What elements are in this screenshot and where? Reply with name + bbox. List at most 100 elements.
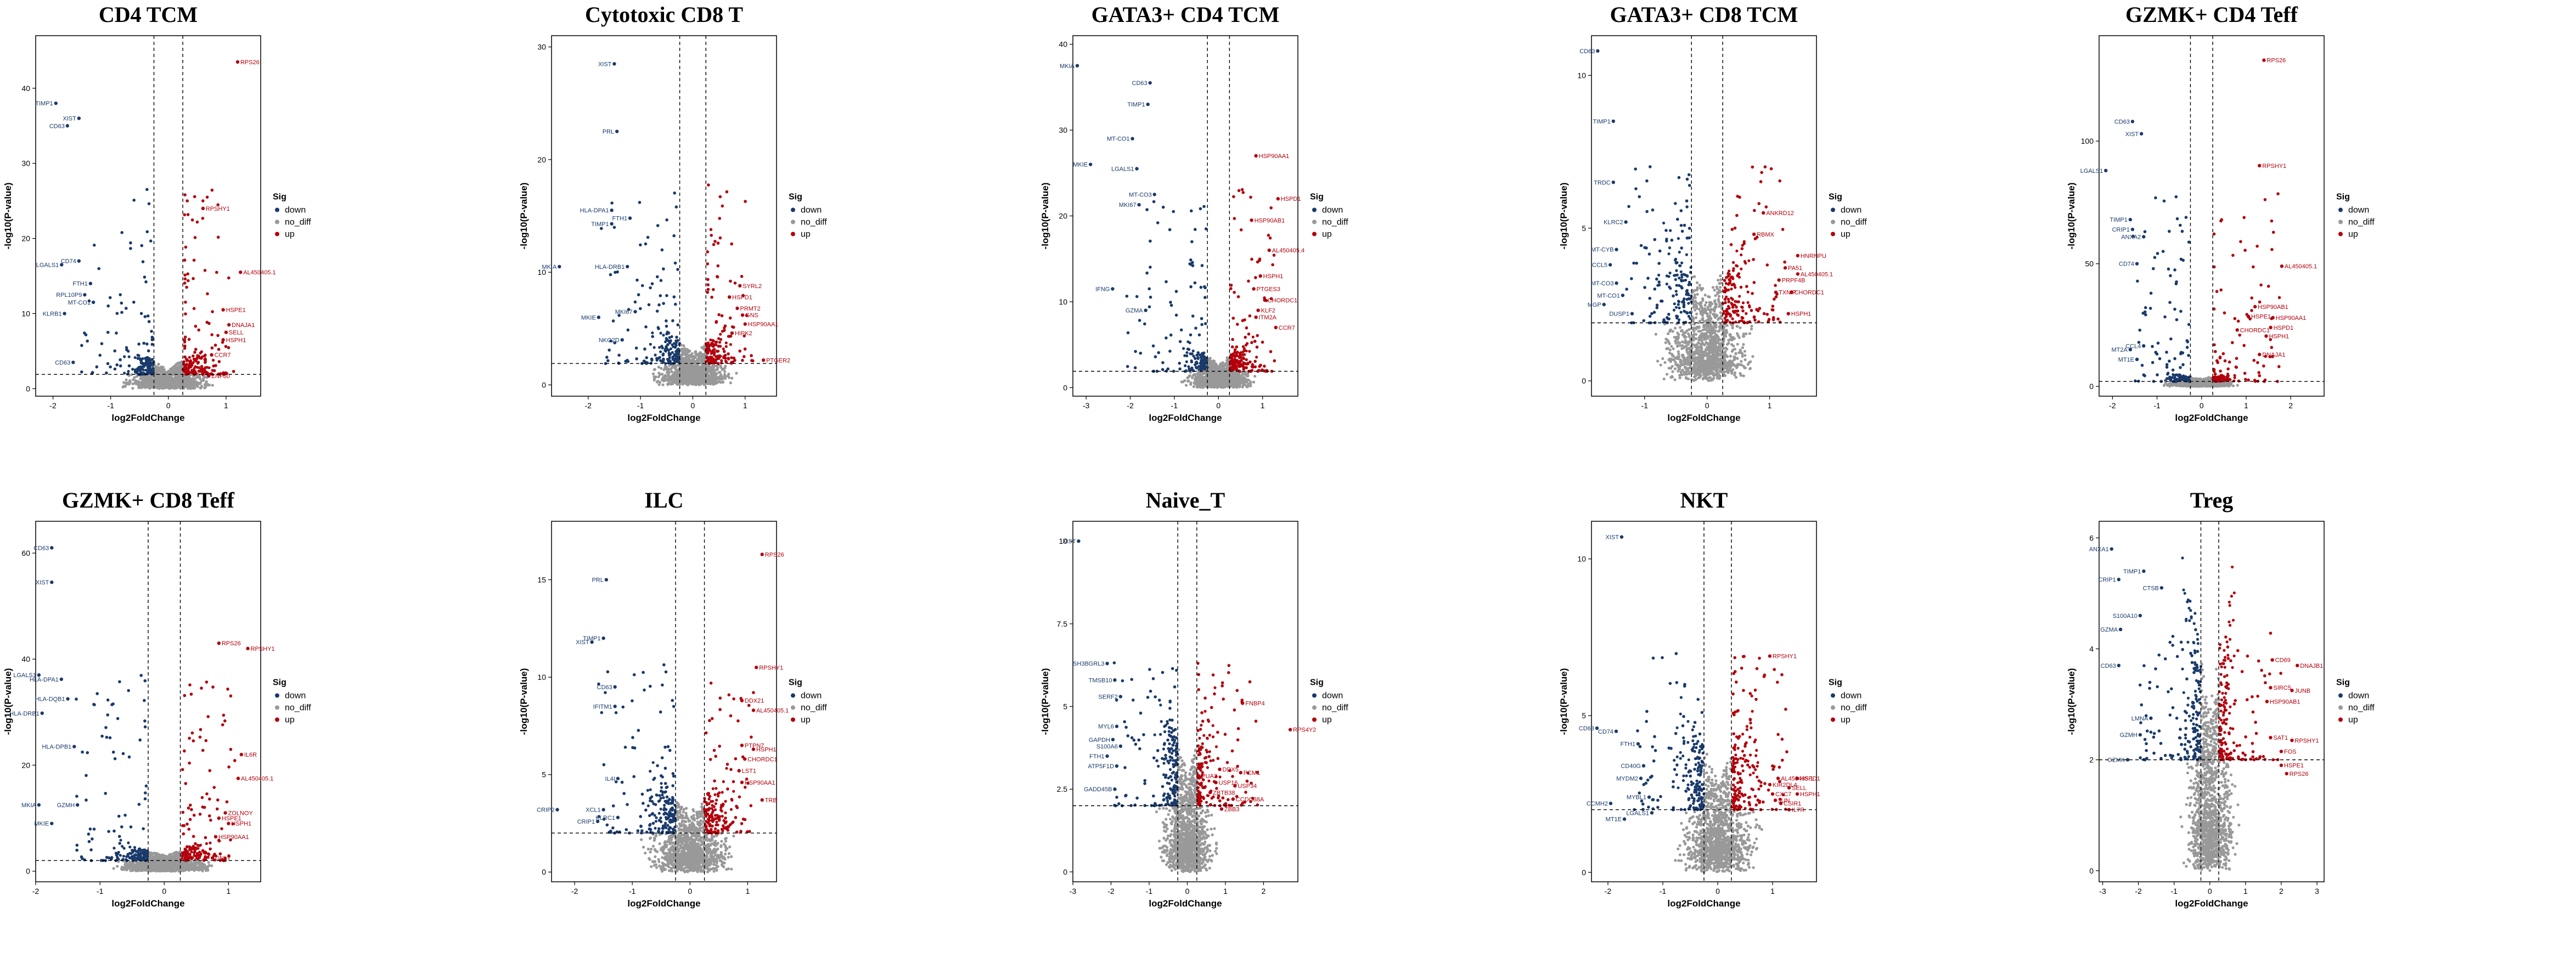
gene-point xyxy=(115,363,119,367)
gene-point xyxy=(145,342,149,346)
labeled-gene-point xyxy=(210,353,213,357)
y-tick-label: 10 xyxy=(537,268,546,277)
gene-point xyxy=(716,275,719,279)
gene-point xyxy=(125,378,128,381)
gene-point xyxy=(635,357,638,361)
gene-point xyxy=(184,245,188,249)
gene-point xyxy=(1196,375,1200,379)
gene-label: NKG2D xyxy=(599,337,620,343)
gene-point xyxy=(650,282,654,285)
gene-point xyxy=(646,235,650,239)
gene-point xyxy=(1194,363,1197,367)
gene-point xyxy=(717,375,721,379)
gene-point xyxy=(723,366,727,370)
gene-point xyxy=(140,358,143,361)
gene-point xyxy=(91,371,94,374)
gene-point xyxy=(121,385,125,388)
gene-point xyxy=(695,368,698,371)
gene-label: RPS26 xyxy=(240,59,260,66)
gene-point xyxy=(217,347,221,351)
gene-point xyxy=(688,371,691,374)
gene-point xyxy=(1268,236,1272,240)
gene-point xyxy=(203,358,207,362)
plot-frame xyxy=(551,35,777,397)
gene-point xyxy=(1172,210,1175,213)
labeled-gene-point xyxy=(1146,102,1150,106)
labeled-gene-point xyxy=(224,330,228,334)
labeled-gene-point xyxy=(738,284,742,288)
labeled-gene-point xyxy=(558,264,561,269)
gene-point xyxy=(1249,195,1252,199)
gene-point xyxy=(136,353,139,357)
gene-point xyxy=(1238,385,1241,388)
gene-point xyxy=(143,315,147,318)
gene-label: LGALS1 xyxy=(1111,166,1134,172)
gene-point xyxy=(1179,328,1183,332)
gene-point xyxy=(147,380,150,384)
gene-point xyxy=(690,379,694,382)
gene-point xyxy=(667,380,671,383)
gene-label: MT-CO1 xyxy=(68,300,91,306)
gene-point xyxy=(671,382,674,385)
gene-point xyxy=(1199,365,1202,369)
gene-point xyxy=(735,371,738,375)
gene-point xyxy=(142,385,146,388)
gene-point xyxy=(212,369,216,373)
legend-swatch xyxy=(1312,232,1317,236)
gene-point xyxy=(214,364,217,367)
gene-point xyxy=(193,372,196,375)
gene-point xyxy=(706,352,710,355)
gene-point xyxy=(216,334,220,337)
gene-point xyxy=(1247,279,1250,283)
labeled-gene-point xyxy=(65,124,70,128)
gene-point xyxy=(183,363,186,366)
x-axis-title: log2FoldChange xyxy=(111,413,184,423)
gene-point xyxy=(730,361,733,364)
gene-point xyxy=(1242,357,1246,361)
gene-point xyxy=(1191,369,1195,373)
gene-point xyxy=(1149,295,1152,299)
gene-point xyxy=(1149,266,1152,269)
legend-label: up xyxy=(801,230,811,239)
gene-point xyxy=(719,373,723,377)
gene-point xyxy=(1259,363,1262,367)
gene-point xyxy=(1188,374,1191,378)
gene-point xyxy=(210,333,213,336)
gene-point xyxy=(183,355,187,359)
x-tick-label: -3 xyxy=(1083,401,1090,410)
gene-point xyxy=(1230,345,1234,348)
gene-point xyxy=(1248,314,1252,318)
gene-point xyxy=(676,383,679,386)
gene-point xyxy=(1250,257,1253,261)
gene-point xyxy=(199,351,202,355)
gene-point xyxy=(138,368,141,372)
gene-point xyxy=(135,375,139,378)
gene-point xyxy=(183,368,187,371)
gene-point xyxy=(668,356,671,359)
gene-point xyxy=(738,350,741,353)
gene-point xyxy=(184,312,187,316)
gene-point xyxy=(715,368,718,371)
gene-point xyxy=(1195,361,1198,364)
gene-label: HLA-DPA1 xyxy=(580,207,609,214)
gene-point xyxy=(1218,368,1222,371)
gene-point xyxy=(183,281,187,285)
gene-point xyxy=(1204,356,1207,359)
gene-point xyxy=(690,352,694,356)
x-tick-label: 1 xyxy=(1261,401,1265,410)
gene-point xyxy=(188,371,192,374)
gene-point xyxy=(1233,348,1237,352)
labeled-gene-point xyxy=(227,323,231,327)
gene-point xyxy=(640,284,644,288)
labeled-gene-point xyxy=(63,312,66,316)
gene-point xyxy=(1194,326,1197,330)
gene-point xyxy=(1187,365,1190,368)
gene-point xyxy=(642,359,646,363)
gene-point xyxy=(1679,326,1682,329)
gene-point xyxy=(1257,369,1261,372)
gene-point xyxy=(1245,358,1248,362)
gene-point xyxy=(653,368,656,371)
gene-point xyxy=(684,350,687,353)
gene-point xyxy=(1245,373,1248,376)
gene-point xyxy=(206,371,209,375)
